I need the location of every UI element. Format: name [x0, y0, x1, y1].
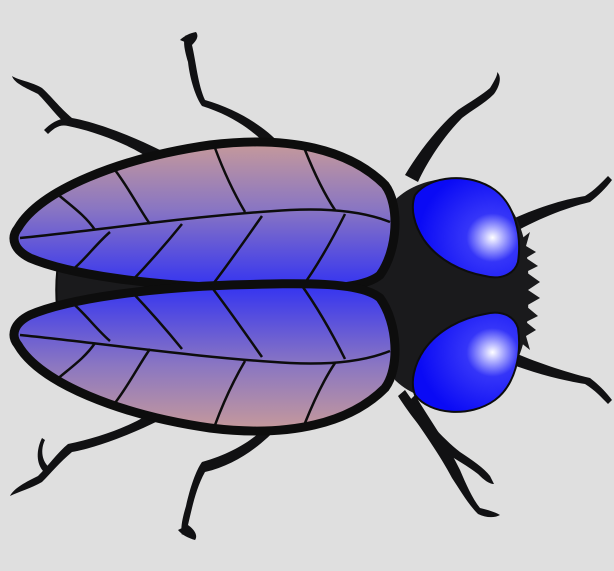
- eye-top: [411, 177, 521, 279]
- leg-right-bottom: [500, 350, 612, 404]
- leg-bottom-left: [10, 412, 160, 496]
- leg-right-top: [500, 176, 612, 236]
- wing-bottom: [9, 279, 400, 436]
- antenna-top: [405, 72, 500, 182]
- antenna-bottom: [398, 390, 494, 484]
- leg-top-left: [12, 76, 160, 160]
- eye-bottom: [411, 311, 521, 413]
- leg-bottom-middle: [181, 418, 280, 535]
- antennae: [398, 72, 500, 484]
- wing-top: [9, 137, 400, 294]
- eyes: [411, 177, 521, 413]
